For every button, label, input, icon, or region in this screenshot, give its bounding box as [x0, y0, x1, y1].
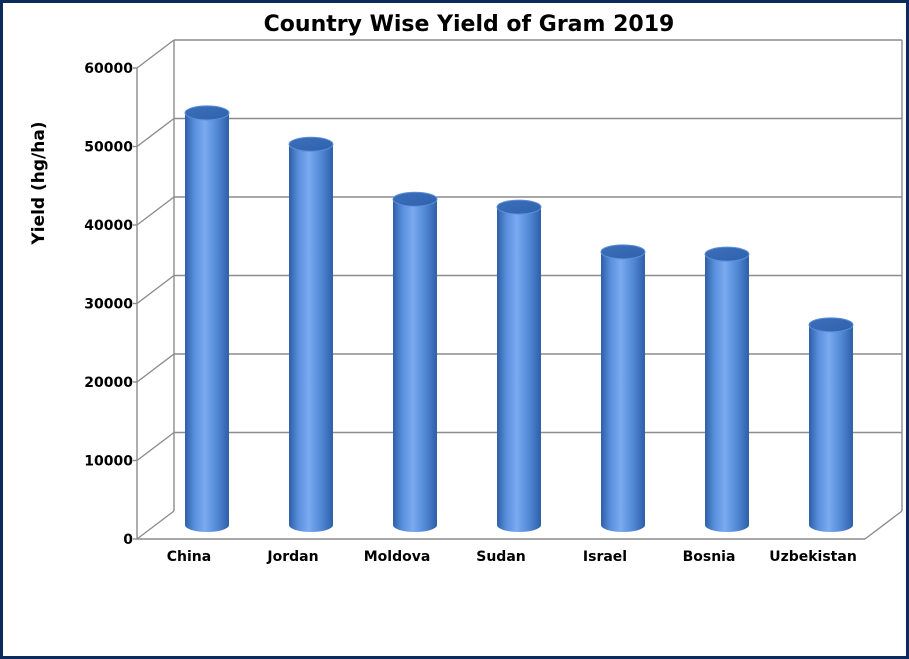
gridline-diagonal — [136, 39, 175, 69]
bars — [184, 105, 854, 533]
bar-top-cap — [288, 136, 334, 152]
y-tick-label: 20000 — [84, 375, 133, 391]
y-tick-label: 10000 — [84, 454, 133, 470]
y-axis-label: Yield (hg/ha) — [29, 121, 49, 245]
gridline-diagonal — [136, 510, 175, 540]
gridline-diagonal — [136, 353, 175, 383]
x-tick-label: China — [167, 549, 211, 565]
y-tick-label: 50000 — [84, 140, 133, 156]
x-tick-label: Jordan — [266, 549, 318, 565]
bar-body — [289, 144, 333, 532]
x-tick-label: Israel — [583, 549, 627, 565]
y-tick-label: 40000 — [84, 218, 133, 234]
bar-body — [705, 254, 749, 533]
bar — [184, 105, 230, 532]
x-tick-label: Uzbekistan — [769, 549, 857, 565]
bar — [600, 244, 646, 532]
floor-right-edge — [864, 510, 903, 540]
y-tick-label: 0 — [123, 532, 133, 548]
bar — [288, 136, 334, 532]
bar-body — [393, 199, 437, 532]
y-tick-label: 60000 — [84, 61, 133, 77]
x-tick-labels: China Jordan Moldova Sudan Israel Bosnia Uzbek… — [167, 549, 857, 565]
bar — [704, 246, 750, 533]
bar-top-cap — [496, 199, 542, 215]
x-tick-label: Moldova — [364, 549, 431, 565]
bar-body — [497, 207, 541, 532]
x-tick-label: Bosnia — [683, 549, 736, 565]
gridline-diagonal — [136, 196, 175, 226]
gridline-diagonal — [136, 274, 175, 305]
gridline-diagonal — [136, 431, 175, 462]
bar-top-cap — [392, 191, 438, 207]
bar — [392, 191, 438, 532]
bar-chart: Country Wise Yield of Gram 2019 Yield (h… — [29, 12, 903, 565]
bar-top-cap — [808, 317, 854, 333]
y-tick-label: 30000 — [84, 297, 133, 313]
gridline-diagonal — [136, 117, 175, 148]
bar-body — [809, 324, 853, 532]
x-tick-label: Sudan — [476, 549, 526, 565]
chart-title: Country Wise Yield of Gram 2019 — [264, 12, 675, 37]
y-tick-labels: 0 10000 20000 30000 40000 50000 60000 — [84, 61, 133, 548]
bar — [496, 199, 542, 532]
bar — [808, 317, 854, 532]
bar-top-cap — [184, 105, 230, 121]
bar-body — [601, 251, 645, 532]
bar-body — [185, 112, 229, 532]
bar-top-cap — [600, 244, 646, 260]
bar-top-cap — [704, 246, 750, 262]
